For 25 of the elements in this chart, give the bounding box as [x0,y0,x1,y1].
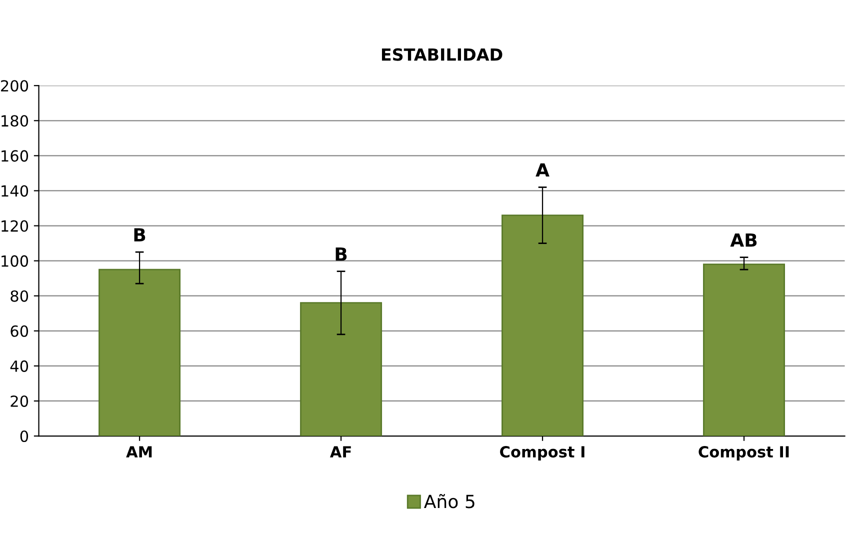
y-tick-label: 160 [2,150,28,162]
x-tick-label: AM [126,446,152,458]
y-tick-label: 140 [2,185,28,197]
y-tick-label: 0 [20,430,28,442]
y-tick-label: 80 [10,290,28,302]
y-tick-label: 60 [10,325,28,337]
y-tick-label: 120 [2,220,28,232]
annotation: B [336,247,347,261]
bar [98,268,181,436]
x-tick-label: Compost II [698,446,789,461]
y-tick-label: 20 [10,395,28,408]
y-tick-label: 40 [10,360,28,372]
y-tick-label: 200 [1,80,28,92]
x-tick-label: Compost I [500,446,584,461]
annotation: B [134,228,146,242]
bar [300,302,382,436]
y-tick-label: 100 [2,255,28,267]
annotation: AB [730,233,757,247]
bar [502,214,584,436]
x-tick-label: AF [330,446,351,458]
annotation: A [536,163,550,177]
y-tick-label: 180 [2,115,28,127]
bar [703,264,786,436]
legend-label: Año 5 [424,494,474,508]
chart-title: ESTABILIDAD [382,48,502,61]
